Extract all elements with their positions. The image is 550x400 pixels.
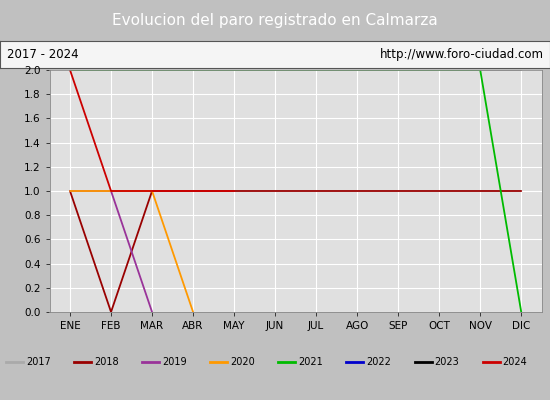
Text: 2022: 2022	[366, 357, 391, 367]
Text: 2017 - 2024: 2017 - 2024	[7, 48, 78, 61]
Text: 2018: 2018	[94, 357, 119, 367]
Text: 2017: 2017	[26, 357, 51, 367]
Text: 2024: 2024	[502, 357, 527, 367]
Text: 2020: 2020	[230, 357, 255, 367]
Text: Evolucion del paro registrado en Calmarza: Evolucion del paro registrado en Calmarz…	[112, 14, 438, 28]
Text: 2023: 2023	[434, 357, 459, 367]
Text: 2021: 2021	[298, 357, 323, 367]
Text: 2019: 2019	[162, 357, 186, 367]
Text: http://www.foro-ciudad.com: http://www.foro-ciudad.com	[379, 48, 543, 61]
